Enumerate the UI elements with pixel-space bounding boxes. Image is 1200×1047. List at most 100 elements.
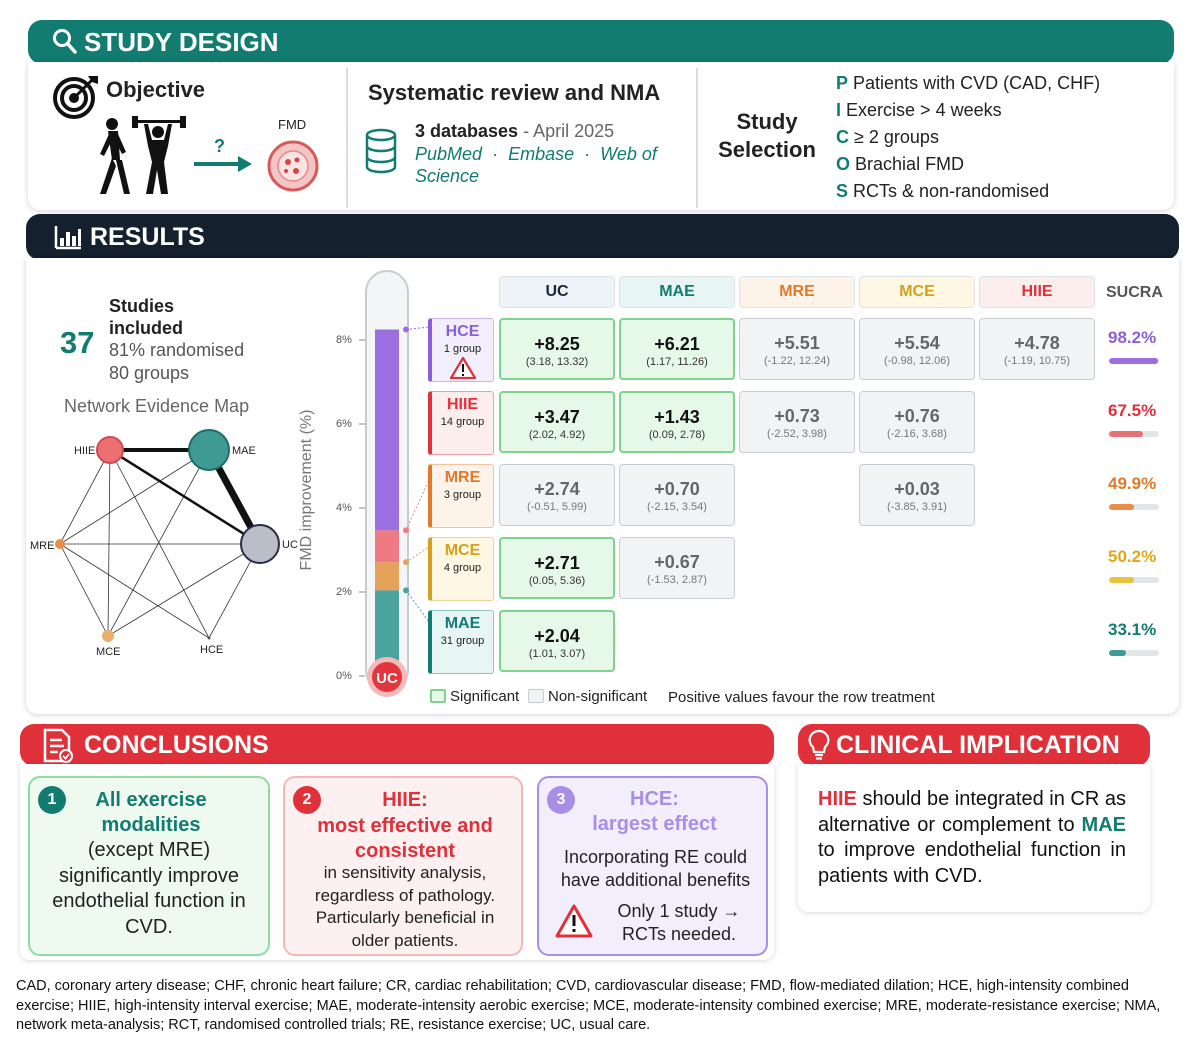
arrow-right-icon (194, 156, 252, 172)
net-label-hce: HCE (200, 644, 223, 656)
sucra-bar-fill (1109, 650, 1126, 656)
thermometer-leader-mae (405, 590, 430, 623)
ytick-6: 6% (336, 418, 352, 430)
network-node-mce (102, 630, 114, 642)
conclusion-card-3: 3 HCE: largest effect Incorporating RE c… (537, 776, 768, 956)
conclusion-2-body: in sensitivity analysis, regardless of p… (314, 863, 496, 950)
sucra-bar (1109, 358, 1159, 364)
fmd-label: FMD (278, 117, 307, 132)
league-cell: +5.54 (-0.98, 12.06) (859, 318, 975, 380)
thermometer-leader-mce (405, 546, 430, 563)
studies-label: Studies included (109, 296, 184, 338)
database-list: PubMed · Embase · Web of Science (415, 144, 657, 186)
conclusion-3-head: HCE: (630, 788, 679, 810)
thermometer-segment-hce (375, 329, 399, 531)
network-evidence-map: HIIE MAE UC MRE MCE HCE (30, 429, 298, 658)
row-head-2: MRE 3 group (428, 464, 494, 528)
thermometer-leader-hiie (405, 479, 430, 531)
conclusion-2-head2: most effective and consistent (317, 815, 493, 862)
legend-significant: Significant (450, 688, 520, 705)
col-mre: MRE (739, 276, 855, 308)
sucra-bar-fill (1109, 504, 1134, 510)
objective-title: Objective (106, 77, 206, 102)
sucra-bar-fill (1109, 431, 1143, 437)
pico-s: S RCTs & non-randomised (836, 181, 1050, 201)
sucra-bar (1109, 650, 1159, 656)
sucra-header: SUCRA (1106, 284, 1163, 301)
pico-i: I Exercise > 4 weeks (836, 100, 1002, 120)
target-icon (53, 76, 98, 119)
league-cell: +0.03 (-3.85, 3.91) (859, 464, 975, 526)
conclusion-2-head: HIIE: (382, 789, 428, 811)
col-uc: UC (499, 276, 615, 308)
col-mce: MCE (859, 276, 975, 308)
thermometer-bulb-label: UC (376, 670, 398, 687)
study-selection-title: Study Selection (718, 109, 816, 162)
pico-c: C ≥ 2 groups (836, 127, 939, 147)
conclusion-badge-3: 3 (547, 786, 575, 814)
thermometer-segment-mce (375, 562, 399, 591)
legend-non-significant: Non-significant (548, 688, 648, 705)
thermometer-leader-hce (405, 326, 430, 330)
sucra-bar (1109, 577, 1159, 583)
study-design-panel (28, 62, 1174, 210)
conclusion-3-warning: Only 1 study → RCTs needed. (617, 901, 741, 944)
league-cell: +1.43 (0.09, 2.78) (619, 391, 735, 453)
league-cell: +3.47 (2.02, 4.92) (499, 391, 615, 453)
row-head-0: HCE 1 group (428, 318, 494, 382)
conclusion-1-body: (except MRE) significantly improve endot… (52, 839, 246, 938)
database-icon (365, 128, 397, 174)
studies-count: 37 (60, 325, 95, 360)
bar-chart-icon (54, 226, 81, 250)
clinical-implication-header: CLINICAL IMPLICATION (798, 724, 1150, 766)
blood-vessel-icon (267, 140, 319, 192)
study-design-title: STUDY DESIGN (84, 26, 279, 57)
net-label-mce: MCE (96, 646, 120, 658)
sucra-value: 50.2% (1108, 547, 1157, 566)
network-map-title: Network Evidence Map (64, 396, 250, 416)
league-cell: +2.04 (1.01, 3.07) (499, 610, 615, 672)
warning-icon (555, 904, 593, 938)
league-cell: +0.76 (-2.16, 3.68) (859, 391, 975, 453)
conclusions-header: CONCLUSIONS (20, 724, 774, 766)
network-node-hiie (96, 436, 124, 464)
footnote: CAD, coronary artery disease; CHF, chron… (16, 978, 1161, 1033)
sucra-value: 49.9% (1108, 474, 1157, 493)
sucra-value: 67.5% (1108, 401, 1157, 420)
question-mark: ? (214, 136, 225, 156)
row-head-1: HIIE 14 group (428, 391, 494, 455)
col-hiie: HIIE (979, 276, 1095, 308)
document-icon (43, 728, 73, 763)
thermometer-ylabel: FMD improvement (%) (298, 409, 315, 571)
ytick-2: 2% (336, 586, 352, 598)
legend-significant-swatch (430, 689, 446, 703)
network-node-hce (207, 636, 211, 640)
sucra-bar-fill (1109, 577, 1135, 583)
row-head-4: MAE 31 group (428, 610, 494, 674)
conclusion-1-head: All exercise modalities (95, 789, 207, 836)
studies-details: 81% randomised 80 groups (109, 340, 245, 383)
league-cell: +8.25 (3.18, 13.32) (499, 318, 615, 380)
lightbulb-icon (808, 729, 830, 760)
results-title: RESULTS (90, 222, 205, 251)
conclusion-3-body: Incorporating RE could have additional b… (560, 847, 751, 890)
clinical-implication-title: CLINICAL IMPLICATION (836, 730, 1120, 759)
exercise-people-icon (100, 116, 186, 194)
league-cell: +0.70 (-2.15, 3.54) (619, 464, 735, 526)
net-label-uc: UC (282, 539, 298, 551)
col-mae: MAE (619, 276, 735, 308)
network-node-uc (240, 524, 280, 564)
legend-note: Positive values favour the row treatment (668, 689, 935, 706)
league-cell: +4.78 (-1.19, 10.75) (979, 318, 1095, 380)
league-cell: +5.51 (-1.22, 12.24) (739, 318, 855, 380)
net-label-mae: MAE (232, 445, 256, 457)
warning-icon (449, 357, 476, 379)
ytick-4: 4% (336, 502, 352, 514)
conclusion-badge-2: 2 (293, 786, 321, 814)
conclusions-title: CONCLUSIONS (84, 730, 269, 759)
conclusion-3-head2: largest effect (592, 813, 717, 835)
net-label-hiie: HIIE (74, 445, 95, 457)
network-node-mre (55, 539, 65, 549)
sucra-value: 98.2% (1108, 328, 1157, 347)
ytick-0: 0% (336, 670, 352, 682)
